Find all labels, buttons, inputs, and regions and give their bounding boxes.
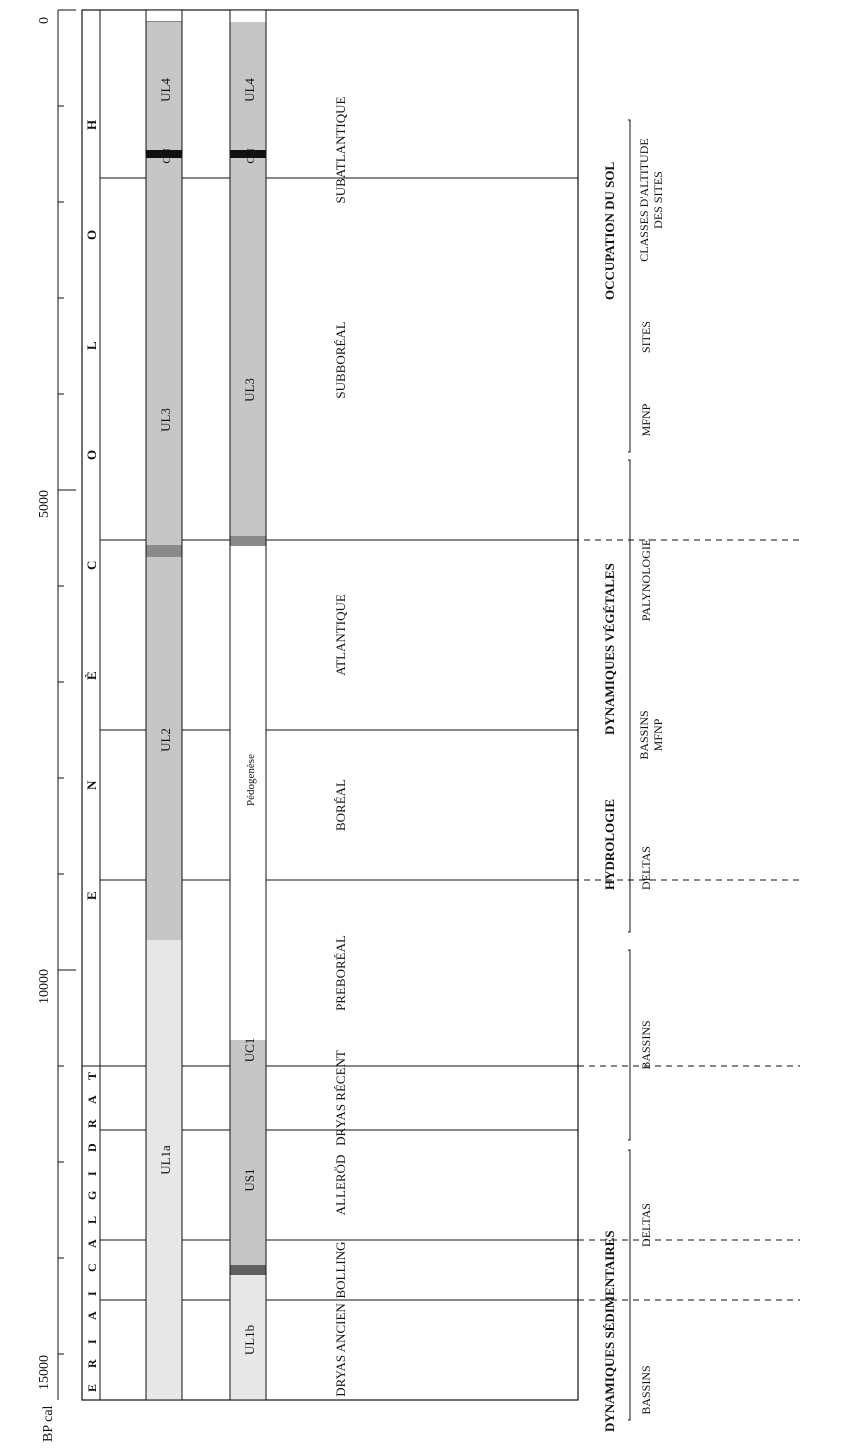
tardiglaciaire-letter: A: [85, 1239, 99, 1248]
holocene-letter: H: [84, 120, 99, 130]
holocene-letter: E: [84, 891, 99, 900]
unit-ul1a: UL1a: [158, 1145, 173, 1175]
tardiglaciaire-letter: R: [85, 1119, 99, 1128]
tardiglaciaire-letter: I: [85, 1339, 99, 1344]
period-subboreal: SUBBORÉAL: [333, 321, 348, 398]
col-header-sed-bassins: BASSINS: [639, 1365, 653, 1414]
holocene-letter: O: [84, 230, 99, 240]
period-dryas-ancien: DRYAS ANCIEN: [333, 1303, 348, 1397]
core-sarl10-sed: UL4 CN UL3 UL2 UL1a: [145, 9, 183, 1401]
header-dynamiques-sedimentaires: DYNAMIQUES SÉDIMENTAIRES: [602, 1230, 617, 1432]
period-allerod: ALLERÖD: [333, 1155, 348, 1216]
unit-ul4-sp4: UL4: [242, 78, 257, 102]
col-header-mfnp: MFNP: [639, 403, 653, 436]
tardiglaciaire-letter: E: [85, 1384, 99, 1392]
col-header-palynologie: PALYNOLOGIE: [639, 539, 653, 621]
core-sp4-sed: UL4 CN UL3 Pédogenèse UC1 US1 UL1b: [229, 9, 267, 1401]
col-header-classes: CLASSES D'ALTITUDE: [637, 138, 651, 261]
period-atlantique: ATLANTIQUE: [333, 594, 348, 676]
tardiglaciaire-letter: D: [85, 1143, 99, 1152]
tardiglaciaire-letter: C: [85, 1263, 99, 1272]
unit-cn-sp4: CN: [245, 148, 257, 163]
period-boreal: BORÉAL: [333, 779, 348, 831]
tardiglaciaire-letter: G: [85, 1191, 99, 1200]
col-header-mfnp-bassins-2: MFNP: [651, 718, 665, 751]
header-occupation-du-sol: OCCUPATION DU SOL: [602, 161, 617, 300]
unit-ul1b: UL1b: [242, 1325, 257, 1355]
col-header-mfnp-bassins: BASSINS: [637, 710, 651, 759]
tardiglaciaire-letter: I: [85, 1171, 99, 1176]
axis-tick-5000: 5000: [37, 490, 52, 518]
unit-ul4: UL4: [158, 78, 173, 102]
time-axis: 0 5000 10000 15000 BP cal: [37, 9, 76, 1442]
tardiglaciaire-letter: L: [85, 1216, 99, 1224]
holocene-letter: È: [84, 671, 99, 680]
holocene-letter: N: [84, 780, 99, 790]
tardiglaciaire-letter: I: [85, 1291, 99, 1296]
holocene-letter: O: [84, 450, 99, 460]
tardiglaciaire-letter: A: [85, 1095, 99, 1104]
col-header-classes-2: DES SITES: [651, 171, 665, 229]
unit-us1: US1: [242, 1168, 257, 1191]
holocene-letter: C: [84, 561, 99, 570]
unit-ul2: UL2: [158, 728, 173, 752]
col-header-sites: SITES: [639, 321, 653, 353]
tardiglaciaire-letter: T: [85, 1072, 99, 1080]
period-subatlantique: SUBATLANTIQUE: [333, 97, 348, 204]
col-header-sed-deltas: DELTAS: [639, 1203, 653, 1247]
col-header-hyd-bassins: BASSINS: [639, 1020, 653, 1069]
unit-uc1: UC1: [242, 1038, 257, 1063]
period-preboreal: PREBORÉAL: [333, 935, 348, 1011]
column-headers: BASSINS DELTAS BASSINS DELTAS BASSINS MF…: [637, 138, 665, 1414]
axis-tick-10000: 10000: [37, 969, 52, 1004]
section-headers: DYNAMIQUES SÉDIMENTAIRES HYDROLOGIE DYNA…: [602, 161, 617, 1432]
col-header-hyd-deltas: DELTAS: [639, 846, 653, 890]
holocene-letter: L: [84, 341, 99, 350]
tardiglaciaire-letter: R: [85, 1359, 99, 1368]
period-bolling: BOLLING: [333, 1241, 348, 1298]
header-hydrologie: HYDROLOGIE: [602, 799, 617, 890]
dashed-time-lines: [100, 539, 800, 1301]
axis-tick-0: 0: [37, 17, 52, 24]
unit-cn: CN: [161, 148, 173, 163]
unit-ul3: UL3: [158, 408, 173, 432]
header-dynamiques-vegetales: DYNAMIQUES VÉGÉTALES: [602, 563, 617, 735]
tardiglaciaire-letter: A: [85, 1311, 99, 1320]
unit-ul3-sp4: UL3: [242, 378, 257, 402]
period-dryas-recent: DRYAS RÉCENT: [333, 1050, 348, 1146]
unit-pedogenese: Pédogenèse: [245, 754, 257, 806]
axis-unit-label: BP cal: [41, 1405, 56, 1442]
header-brackets: [628, 119, 631, 1421]
axis-tick-15000: 15000: [37, 1355, 52, 1390]
